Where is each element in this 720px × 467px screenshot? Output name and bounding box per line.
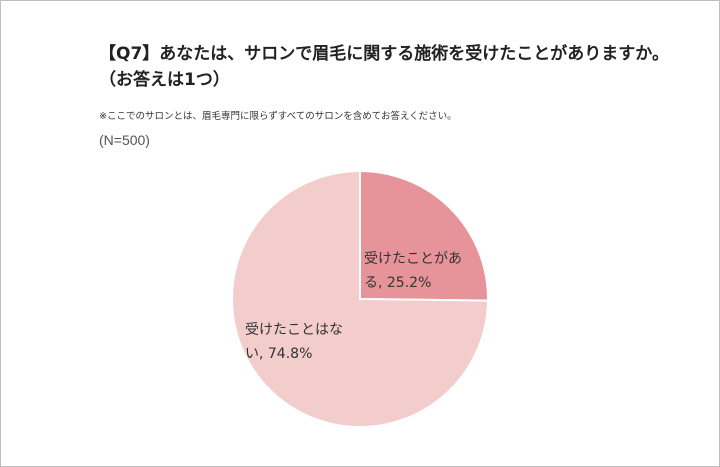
pie-slice-label-1: 受けたことがある, 25.2% [364, 251, 462, 291]
chart-note: ※ここでのサロンとは、眉毛専門に限らずすべてのサロンを含めてお答えください。 [99, 111, 457, 122]
pie-slice-1 [359, 169, 489, 302]
chart-title: 【Q7】あなたは、サロンで眉毛に関する施術を受けたことがありますか。 （お答えは… [99, 44, 669, 90]
pie-slice-2 [231, 169, 490, 428]
sample-size: (N=500) [99, 132, 150, 148]
pie-slice-label-2: 受けたことはない, 74.8% [245, 322, 343, 362]
